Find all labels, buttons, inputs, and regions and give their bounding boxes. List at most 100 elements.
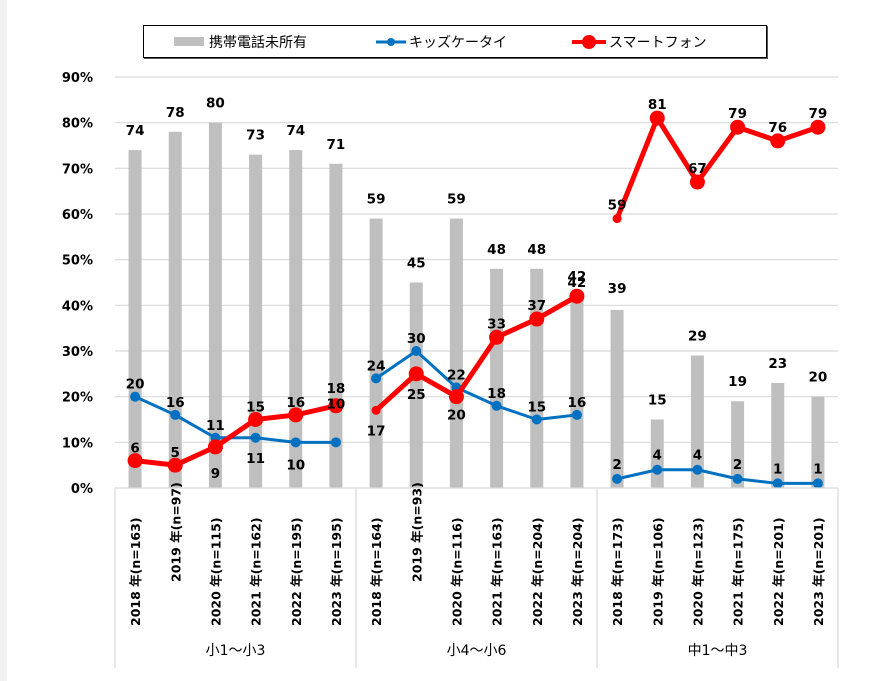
y-axis-tick-labels: 0% 10% 20% 30% 40% 50% 60% 70% 80% 90% — [62, 71, 93, 497]
bar — [449, 218, 463, 489]
series-marker — [692, 464, 703, 475]
bar — [249, 154, 263, 488]
bar — [490, 268, 504, 488]
data-label: 67 — [688, 161, 707, 177]
data-label: 18 — [487, 386, 506, 402]
x-tick-label: 2021 年(n=163) — [490, 517, 505, 626]
data-label: 59 — [447, 192, 466, 208]
x-tick-label: 2018 年(n=173) — [610, 517, 625, 626]
series-line — [616, 468, 818, 485]
legend-item-smartphone: スマートフォン — [572, 26, 707, 57]
series-marker — [812, 478, 823, 489]
x-tick-label: 2023 年(n=195) — [329, 517, 344, 626]
series-marker — [130, 391, 141, 402]
series-marker — [127, 453, 143, 469]
data-label: 5 — [171, 445, 180, 461]
legend-label: スマートフォン — [609, 34, 707, 51]
x-tick-label: 2020 年(n=123) — [690, 517, 705, 626]
x-tick-label: 2020 年(n=115) — [208, 517, 223, 626]
blue-line-marker-icon — [376, 37, 406, 46]
data-label: 25 — [407, 387, 426, 403]
y-tick-label: 50% — [62, 254, 93, 269]
series-marker — [489, 329, 505, 345]
data-label: 16 — [286, 395, 305, 411]
data-label: 48 — [487, 242, 506, 258]
series-marker — [288, 407, 304, 423]
series-marker — [328, 398, 344, 414]
data-label: 42 — [568, 269, 587, 285]
data-label: 29 — [688, 329, 707, 345]
data-label: 10 — [286, 457, 305, 473]
data-label: 6 — [130, 441, 139, 457]
series-marker — [448, 389, 464, 405]
data-label: 2 — [612, 457, 621, 473]
data-label: 79 — [809, 106, 828, 122]
x-tick-label: 2023 年(n=204) — [570, 517, 585, 626]
data-label: 1 — [813, 461, 822, 477]
data-label: 20 — [126, 377, 145, 393]
x-tick-label: 2022 年(n=195) — [289, 517, 304, 626]
series-marker — [810, 119, 826, 135]
series-marker — [250, 432, 261, 443]
red-line-marker-icon — [572, 34, 606, 49]
bar — [731, 401, 745, 488]
y-tick-label: 30% — [62, 345, 93, 360]
data-label: 37 — [527, 298, 546, 314]
data-label: 11 — [246, 451, 265, 467]
data-label: 23 — [768, 356, 787, 372]
y-tick-label: 70% — [62, 162, 93, 177]
data-label: 73 — [246, 128, 265, 144]
data-label: 24 — [367, 358, 386, 374]
legend: 携帯電話未所有 キッズケータイ スマートフォン — [143, 25, 767, 58]
bar — [128, 150, 142, 489]
data-label: 48 — [527, 242, 546, 258]
y-tick-label: 20% — [62, 391, 93, 406]
x-tick-label: 2022 年(n=204) — [530, 517, 545, 626]
y-tick-label: 40% — [62, 299, 93, 314]
data-label: 11 — [206, 418, 225, 434]
series-marker — [649, 110, 665, 126]
data-label: 15 — [648, 393, 667, 409]
data-label: 15 — [527, 400, 546, 416]
data-label: 59 — [608, 198, 627, 214]
series-marker — [207, 439, 223, 455]
data-label: 22 — [447, 368, 466, 384]
bar — [570, 296, 584, 488]
data-label: 45 — [407, 256, 426, 272]
series-marker — [612, 214, 622, 224]
y-tick-label: 90% — [62, 71, 93, 86]
y-tick-label: 80% — [62, 117, 93, 132]
data-label: 71 — [327, 137, 346, 153]
gray-bar-swatch-icon — [174, 37, 204, 46]
series-marker — [408, 366, 424, 382]
data-label: 20 — [809, 370, 828, 386]
data-label: 9 — [211, 466, 220, 482]
data-label: 2 — [733, 457, 742, 473]
data-label: 59 — [367, 192, 386, 208]
series-line — [374, 294, 579, 413]
x-tick-label: 2019 年(n=106) — [650, 517, 665, 626]
bar — [409, 282, 423, 488]
bar — [771, 382, 785, 488]
legend-item-not-owned: 携帯電話未所有 — [174, 26, 307, 57]
data-label: 78 — [166, 105, 185, 121]
legend-label: キッズケータイ — [409, 34, 507, 51]
series-line — [134, 403, 337, 468]
data-label: 15 — [246, 400, 265, 416]
data-label: 80 — [206, 96, 225, 112]
series-lines — [127, 110, 826, 489]
bar — [690, 355, 704, 488]
x-tick-label: 2022 年(n=201) — [771, 517, 786, 626]
bar — [168, 131, 182, 489]
x-tick-label: 2021 年(n=162) — [249, 517, 264, 626]
series-line — [375, 349, 578, 421]
data-label: 17 — [367, 423, 386, 439]
group-label: 中1〜中3 — [688, 643, 748, 659]
series-marker — [531, 414, 542, 425]
data-label: 39 — [608, 281, 627, 297]
series-marker — [730, 119, 746, 135]
data-label: 74 — [126, 123, 145, 139]
group-label: 小4〜小6 — [447, 643, 507, 659]
gridlines — [115, 76, 838, 443]
